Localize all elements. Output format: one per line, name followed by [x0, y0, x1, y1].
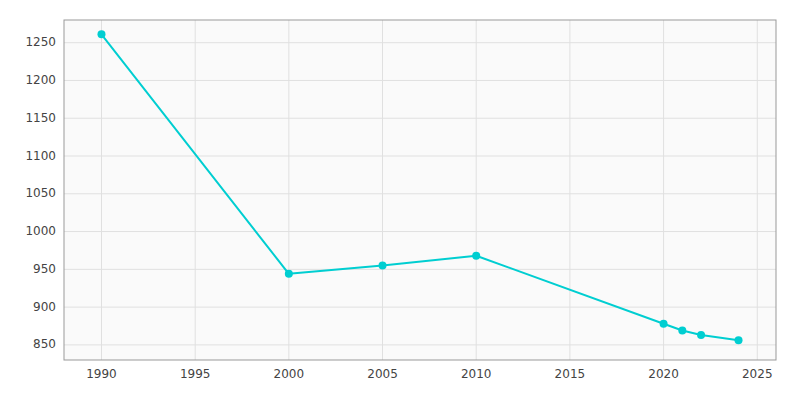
y-grid-line — [64, 156, 776, 157]
y-tick-label: 1200 — [25, 73, 56, 87]
y-grid-line — [64, 344, 776, 345]
x-tick-label: 2000 — [274, 367, 305, 381]
x-tick-label: 2020 — [648, 367, 679, 381]
plot-frame — [64, 20, 776, 360]
y-tick-label: 950 — [33, 262, 56, 276]
x-grid-line — [101, 20, 102, 360]
point — [97, 30, 105, 38]
x-grid-line — [569, 20, 570, 360]
x-tick-label: 2005 — [367, 367, 398, 381]
series — [97, 30, 742, 344]
plot-background — [64, 20, 776, 360]
x-grid-line — [476, 20, 477, 360]
x-grid-line — [382, 20, 383, 360]
y-tick-label: 1100 — [25, 149, 56, 163]
point — [379, 262, 387, 270]
point — [697, 331, 705, 339]
axes: 850 900 950 1000 1050 1100 1150 1200 1250 1990 199… — [25, 35, 772, 381]
y-tick-label: 1000 — [25, 224, 56, 238]
point — [735, 336, 743, 344]
point — [285, 270, 293, 278]
x-grid-line — [288, 20, 289, 360]
y-grid-line — [64, 231, 776, 232]
x-tick-label: 2015 — [555, 367, 586, 381]
y-tick-label: 900 — [33, 300, 56, 314]
y-tick-label: 850 — [33, 337, 56, 351]
point — [660, 320, 668, 328]
point — [472, 252, 480, 260]
x-tick-label: 2025 — [742, 367, 773, 381]
y-grid-line — [64, 193, 776, 194]
y-grid-line — [64, 307, 776, 308]
x-tick-label: 2010 — [461, 367, 492, 381]
y-grid-line — [64, 118, 776, 119]
x-grid-line — [757, 20, 758, 360]
y-grid-line — [64, 269, 776, 270]
x-tick-label: 1990 — [86, 367, 117, 381]
y-grid-line — [64, 80, 776, 81]
y-tick-label: 1050 — [25, 186, 56, 200]
y-grid-line — [64, 42, 776, 43]
chart-svg: 850 900 950 1000 1050 1100 1150 1200 1250 1990 199… — [0, 0, 800, 400]
point — [678, 327, 686, 335]
grid — [64, 20, 776, 360]
chart-container: 850 900 950 1000 1050 1100 1150 1200 1250 1990 199… — [0, 0, 800, 400]
y-tick-label: 1250 — [25, 35, 56, 49]
line — [101, 34, 738, 340]
y-tick-label: 1150 — [25, 111, 56, 125]
x-tick-label: 1995 — [180, 367, 211, 381]
x-grid-line — [663, 20, 664, 360]
x-grid-line — [195, 20, 196, 360]
